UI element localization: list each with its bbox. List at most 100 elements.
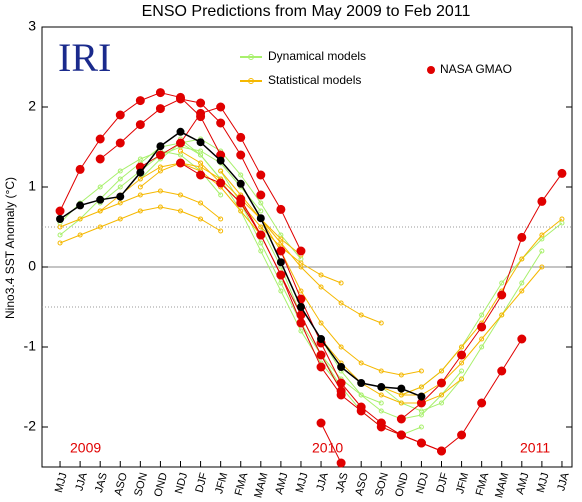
data-point — [457, 350, 467, 360]
forecast-line — [401, 173, 563, 420]
data-point — [278, 280, 284, 286]
data-point — [157, 168, 163, 174]
data-point — [278, 288, 284, 294]
data-point — [497, 290, 507, 300]
data-point — [238, 172, 244, 178]
y-tick-label: 0 — [28, 258, 36, 274]
data-point — [499, 280, 505, 286]
year-label: 2010 — [312, 440, 343, 456]
data-point — [115, 138, 125, 148]
data-point — [196, 170, 206, 180]
forecast-line — [220, 170, 382, 324]
data-point — [276, 246, 286, 256]
data-point — [117, 176, 123, 182]
data-point — [196, 108, 206, 118]
data-point — [216, 156, 225, 165]
x-tick-label: JAS — [93, 471, 110, 494]
x-tick-label: FMA — [233, 471, 251, 497]
x-tick-label: JJA — [555, 471, 572, 492]
data-point — [135, 120, 145, 130]
data-point — [357, 379, 366, 387]
data-point — [218, 192, 224, 198]
data-point — [338, 280, 344, 286]
data-point — [97, 224, 103, 230]
x-tick-label: AMJ — [273, 471, 290, 495]
data-point — [298, 328, 304, 334]
data-point — [296, 303, 305, 311]
data-point — [178, 148, 183, 154]
x-tick-label: JJA — [73, 471, 90, 492]
data-point — [176, 94, 185, 104]
data-point — [216, 102, 226, 112]
data-point — [479, 312, 485, 318]
data-point — [378, 408, 384, 414]
data-point — [519, 256, 525, 262]
forecast-line — [260, 218, 422, 376]
data-point — [157, 188, 163, 194]
chart-title: ENSO Predictions from May 2009 to Feb 20… — [142, 3, 471, 20]
data-point — [477, 398, 487, 408]
data-point — [155, 104, 165, 114]
x-tick-label: JFM — [213, 471, 230, 495]
data-point — [418, 368, 424, 374]
data-point — [338, 344, 344, 350]
legend-swatch — [248, 78, 254, 84]
x-tick-label: JAS — [334, 471, 351, 494]
data-point — [378, 400, 384, 406]
forecast-line — [59, 206, 221, 244]
x-tick-label: NDJ — [414, 471, 431, 495]
data-point — [539, 248, 545, 254]
x-tick-label: NDJ — [173, 471, 190, 495]
data-point — [416, 438, 426, 448]
data-point — [198, 216, 204, 222]
data-point — [198, 152, 204, 158]
y-axis-label: Nino3.4 SST Anomaly (°C) — [3, 177, 17, 319]
data-point — [356, 402, 366, 412]
data-point — [56, 215, 65, 223]
data-point — [57, 232, 63, 238]
data-point — [337, 363, 346, 371]
data-point — [76, 201, 85, 210]
data-point — [117, 168, 123, 174]
data-point — [117, 200, 123, 206]
data-point — [557, 168, 567, 178]
x-tick-label: MAM — [252, 471, 270, 499]
plot-area — [41, 26, 573, 468]
x-tick-label: JFM — [454, 471, 471, 495]
data-point — [318, 284, 324, 290]
x-tick-label: JJA — [314, 471, 331, 492]
data-point — [459, 368, 465, 374]
y-tick-label: -1 — [24, 338, 37, 354]
data-point — [397, 384, 406, 393]
data-point — [296, 318, 306, 328]
data-point — [459, 344, 465, 350]
data-point — [137, 176, 143, 182]
data-point — [196, 138, 205, 147]
forecast-line — [180, 150, 342, 284]
data-point — [236, 179, 245, 188]
data-point — [378, 392, 384, 398]
data-point — [298, 264, 304, 270]
data-point — [97, 208, 103, 214]
data-point — [135, 96, 145, 106]
data-point — [336, 390, 346, 400]
data-point — [196, 98, 206, 108]
data-point — [178, 192, 183, 198]
data-point — [216, 118, 226, 128]
data-point — [155, 88, 165, 98]
legend-label: NASA GMAO — [440, 62, 512, 76]
data-point — [298, 288, 304, 294]
data-point — [137, 192, 143, 198]
data-point — [238, 208, 244, 214]
year-label: 2009 — [70, 440, 101, 456]
data-point — [95, 134, 105, 144]
data-point — [176, 158, 185, 168]
data-point — [115, 110, 125, 120]
data-point — [316, 418, 326, 428]
x-tick-label: OND — [152, 471, 170, 498]
data-point — [479, 344, 485, 350]
data-point — [499, 312, 505, 318]
data-point — [439, 400, 444, 406]
data-point — [117, 184, 123, 190]
